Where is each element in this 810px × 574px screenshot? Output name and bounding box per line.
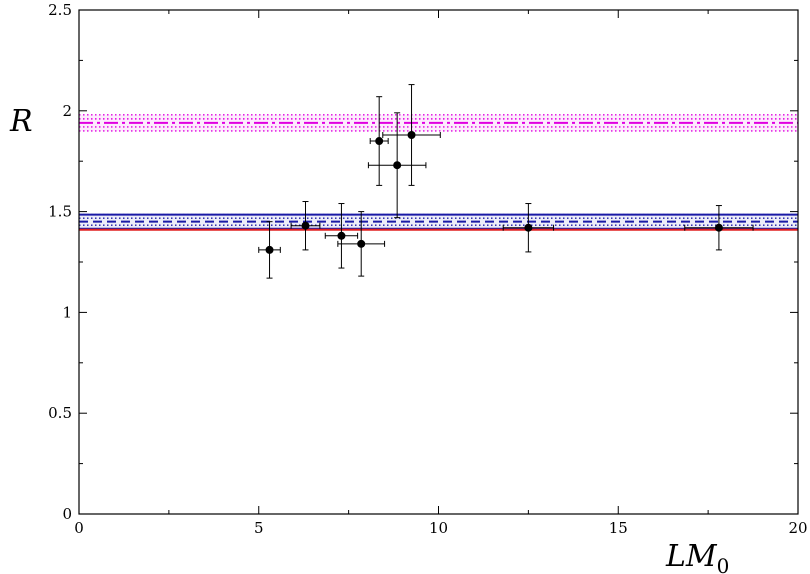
band-1-fill — [79, 214, 798, 229]
axes-layer: 0 5 10 15 20 0 0.5 1 1.5 2 2.5 — [48, 1, 807, 537]
x-tick-label: 15 — [609, 519, 628, 537]
data-point-marker — [301, 221, 310, 230]
x-tick-label: 20 — [788, 519, 807, 537]
data-point-marker — [714, 223, 723, 232]
y-tick-label: 2 — [62, 102, 72, 120]
data-point-7 — [502, 203, 555, 253]
data-point-8 — [684, 205, 754, 251]
y-tick-label: 1.5 — [48, 203, 72, 221]
x-axis-label: LM0 — [665, 539, 729, 574]
x-tick-label: 5 — [254, 519, 264, 537]
y-tick-label: 1 — [62, 303, 72, 321]
data-point-6 — [382, 84, 441, 186]
data-point-marker — [337, 231, 346, 240]
data-point-marker — [265, 245, 274, 254]
points-layer — [258, 84, 754, 279]
data-point-marker — [393, 161, 402, 170]
data-point-5 — [367, 112, 427, 219]
bands-layer — [79, 114, 798, 230]
y-axis-label: R — [9, 104, 33, 139]
y-tick-label: 0.5 — [48, 404, 72, 422]
x-tick-label: 10 — [429, 519, 448, 537]
band-1 — [79, 213, 798, 230]
y-tick-label: 0 — [62, 505, 72, 523]
data-point-1 — [290, 201, 321, 251]
y-tick-label: 2.5 — [48, 1, 72, 19]
data-point-0 — [258, 221, 281, 279]
x-tick-label: 0 — [74, 519, 84, 537]
data-point-marker — [357, 239, 366, 248]
data-point-3 — [337, 211, 386, 277]
x-axis-label-main: LM — [665, 539, 718, 574]
data-point-marker — [407, 130, 416, 139]
data-point-marker — [375, 137, 384, 146]
data-point-2 — [324, 203, 359, 269]
data-point-marker — [524, 223, 533, 232]
data-point-4 — [369, 96, 389, 186]
x-axis-label-subscript: 0 — [717, 554, 730, 574]
plot-frame — [78, 9, 799, 515]
band-0 — [79, 114, 798, 132]
